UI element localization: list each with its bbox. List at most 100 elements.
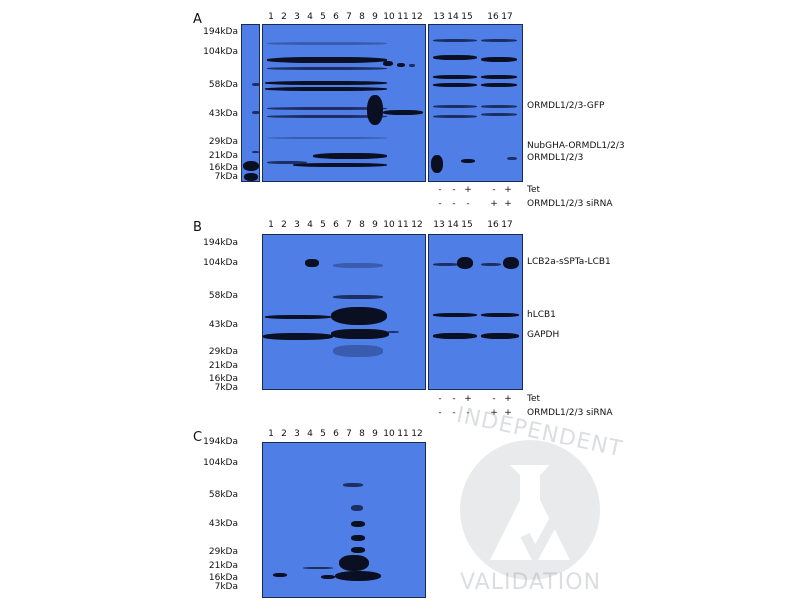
sirna-sign-16: + <box>490 408 498 418</box>
sirna-label: ORMDL1/2/3 siRNA <box>527 408 613 418</box>
marker-43: 43kDa <box>208 109 238 119</box>
lane-1: 1 <box>268 429 274 439</box>
lane-8: 8 <box>359 429 365 439</box>
lane-6: 6 <box>333 429 339 439</box>
tet-sign-14: - <box>452 185 456 195</box>
panel-letter-a: A <box>193 12 202 27</box>
sirna-sign-15: - <box>466 408 470 418</box>
lane-10: 10 <box>383 429 395 439</box>
lane-2: 2 <box>281 12 287 22</box>
tet-sign-17: + <box>504 394 512 404</box>
lane-4: 4 <box>307 12 313 22</box>
lane-6: 6 <box>333 220 339 230</box>
lane-6: 6 <box>333 12 339 22</box>
lane-4: 4 <box>307 220 313 230</box>
sirna-sign-13: - <box>438 408 442 418</box>
tet-label: Tet <box>527 394 541 404</box>
tet-label: Tet <box>527 185 541 195</box>
annotation-lcb2a-sspta-lcb1: LCB2a-sSPTa-LCB1 <box>527 257 611 267</box>
tet-sign-13: - <box>438 185 442 195</box>
marker-104: 104kDa <box>203 47 238 57</box>
lane-8: 8 <box>359 220 365 230</box>
marker-58: 58kDa <box>208 291 238 301</box>
sirna-sign-16: + <box>490 199 498 209</box>
lane-14: 14 <box>447 12 459 22</box>
lane-9: 9 <box>372 429 378 439</box>
sirna-sign-15: - <box>466 199 470 209</box>
tet-sign-16: - <box>492 394 496 404</box>
marker-104: 104kDa <box>203 258 238 268</box>
marker-58: 58kDa <box>208 490 238 500</box>
marker-29: 29kDa <box>208 547 238 557</box>
lane-15: 15 <box>461 12 473 22</box>
marker-104: 104kDa <box>203 458 238 468</box>
annotation-ormdl-gfp: ORMDL1/2/3-GFP <box>527 101 605 111</box>
lane-10: 10 <box>383 12 395 22</box>
marker-29: 29kDa <box>208 347 238 357</box>
lane-16: 16 <box>487 220 499 230</box>
marker-7: 7kDa <box>214 582 238 592</box>
blot-b-right <box>428 234 523 390</box>
blot-c-main <box>262 442 426 598</box>
lane-7: 7 <box>346 220 352 230</box>
blot-a-ladder <box>241 24 260 182</box>
lane-1: 1 <box>268 220 274 230</box>
sirna-sign-13: - <box>438 199 442 209</box>
lane-9: 9 <box>372 220 378 230</box>
lane-9: 9 <box>372 12 378 22</box>
marker-16: 16kDa <box>208 374 238 384</box>
lane-15: 15 <box>461 220 473 230</box>
panel-letter-c: C <box>193 430 203 445</box>
blot-a-right <box>428 24 523 182</box>
lane-12: 12 <box>411 429 423 439</box>
lane-7: 7 <box>346 12 352 22</box>
lane-10: 10 <box>383 220 395 230</box>
lane-5: 5 <box>320 429 326 439</box>
lane-3: 3 <box>294 220 300 230</box>
lane-13: 13 <box>433 12 445 22</box>
lane-3: 3 <box>294 12 300 22</box>
annotation-hlcb1: hLCB1 <box>527 310 556 320</box>
blot-b-main <box>262 234 426 390</box>
sirna-sign-17: + <box>504 199 512 209</box>
tet-sign-17: + <box>504 185 512 195</box>
annotation-gapdh: GAPDH <box>527 330 560 340</box>
lane-13: 13 <box>433 220 445 230</box>
lane-12: 12 <box>411 220 423 230</box>
lane-3: 3 <box>294 429 300 439</box>
marker-21: 21kDa <box>208 561 238 571</box>
lane-5: 5 <box>320 12 326 22</box>
marker-16: 16kDa <box>208 163 238 173</box>
annotation-nubgha-ormdl: NubGHA-ORMDL1/2/3 <box>527 141 625 151</box>
lane-12: 12 <box>411 12 423 22</box>
sirna-label: ORMDL1/2/3 siRNA <box>527 199 613 209</box>
marker-194: 194kDa <box>203 238 238 248</box>
panel-letter-b: B <box>193 220 202 235</box>
lane-11: 11 <box>397 220 409 230</box>
blot-a-main <box>262 24 426 182</box>
tet-sign-13: - <box>438 394 442 404</box>
marker-21: 21kDa <box>208 361 238 371</box>
marker-7: 7kDa <box>214 383 238 393</box>
tet-sign-16: - <box>492 185 496 195</box>
marker-43: 43kDa <box>208 320 238 330</box>
sirna-sign-17: + <box>504 408 512 418</box>
lane-7: 7 <box>346 429 352 439</box>
tet-sign-14: - <box>452 394 456 404</box>
tet-sign-15: + <box>464 394 472 404</box>
lane-11: 11 <box>397 429 409 439</box>
lane-1: 1 <box>268 12 274 22</box>
annotation-ormdl: ORMDL1/2/3 <box>527 153 584 163</box>
watermark-bottom-text: VALIDATION <box>460 570 602 595</box>
marker-7: 7kDa <box>214 172 238 182</box>
lane-17: 17 <box>501 12 513 22</box>
marker-194: 194kDa <box>203 437 238 447</box>
tet-sign-15: + <box>464 185 472 195</box>
lane-17: 17 <box>501 220 513 230</box>
lane-2: 2 <box>281 220 287 230</box>
lane-5: 5 <box>320 220 326 230</box>
lane-4: 4 <box>307 429 313 439</box>
marker-16: 16kDa <box>208 573 238 583</box>
lane-11: 11 <box>397 12 409 22</box>
lane-8: 8 <box>359 12 365 22</box>
